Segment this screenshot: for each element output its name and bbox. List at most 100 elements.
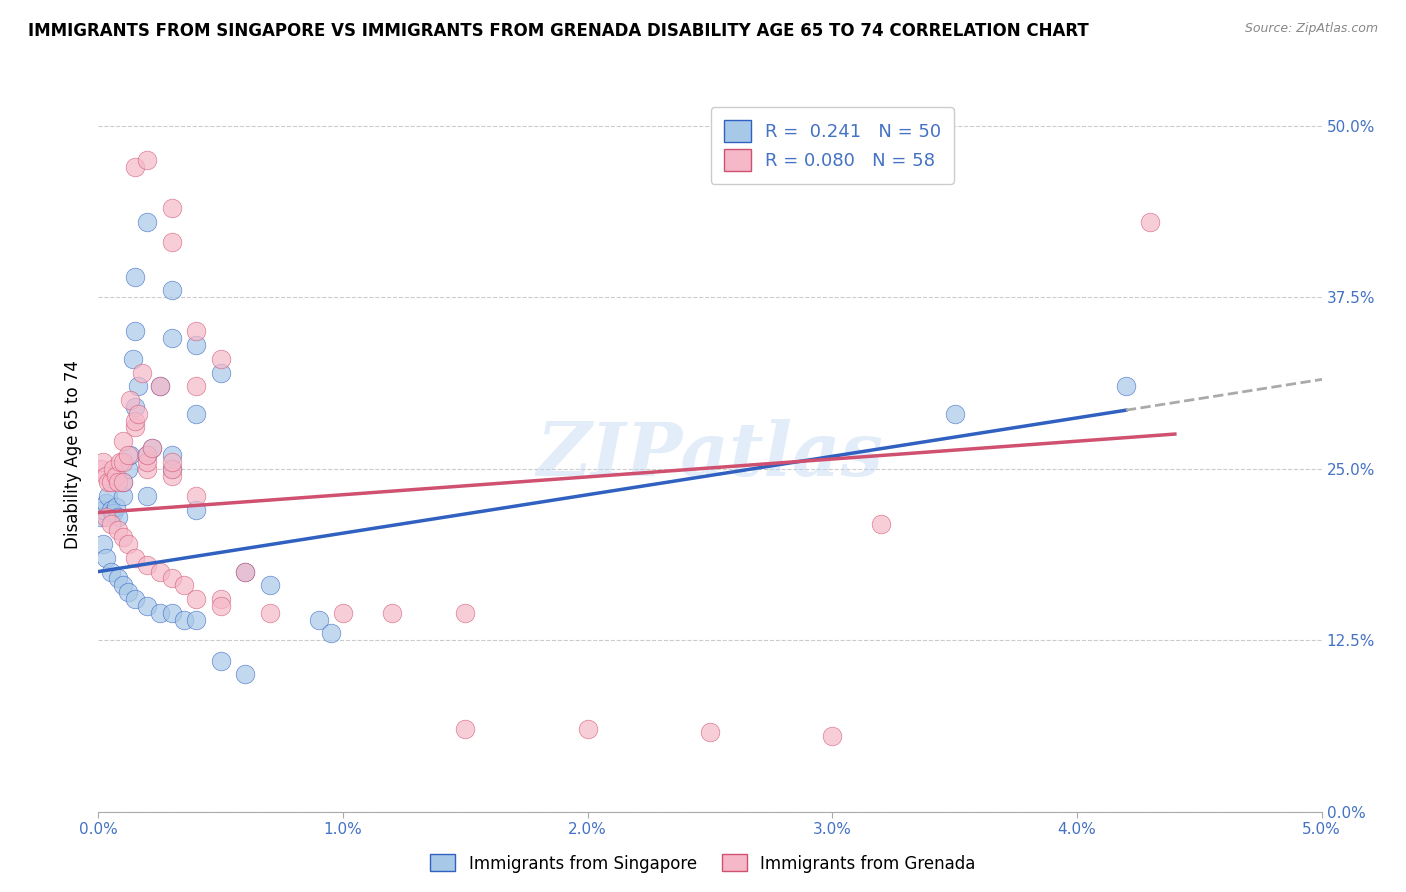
- Point: [124, 325, 146, 339]
- Point: [90, 509, 112, 524]
- Point: [870, 516, 893, 531]
- Point: [136, 214, 159, 228]
- Point: [141, 441, 163, 455]
- Point: [117, 448, 139, 462]
- Point: [136, 599, 159, 613]
- Point: [699, 725, 721, 739]
- Point: [97, 489, 120, 503]
- Point: [124, 420, 146, 434]
- Point: [100, 565, 122, 579]
- Point: [160, 331, 183, 345]
- Point: [454, 723, 477, 737]
- Point: [1115, 379, 1137, 393]
- Point: [100, 475, 122, 490]
- Point: [107, 475, 129, 490]
- Point: [943, 407, 966, 421]
- Point: [160, 283, 183, 297]
- Point: [173, 613, 195, 627]
- Point: [121, 351, 143, 366]
- Point: [209, 351, 232, 366]
- Point: [160, 461, 183, 475]
- Point: [136, 558, 159, 572]
- Point: [233, 565, 256, 579]
- Point: [209, 599, 232, 613]
- Point: [100, 503, 122, 517]
- Point: [136, 448, 159, 462]
- Point: [209, 366, 232, 380]
- Point: [308, 613, 330, 627]
- Point: [90, 461, 112, 475]
- Point: [94, 496, 117, 510]
- Legend: Immigrants from Singapore, Immigrants from Grenada: Immigrants from Singapore, Immigrants fr…: [423, 847, 983, 880]
- Point: [186, 489, 208, 503]
- Point: [111, 489, 134, 503]
- Point: [104, 500, 127, 514]
- Point: [100, 516, 122, 531]
- Point: [160, 461, 183, 475]
- Point: [107, 524, 129, 538]
- Point: [381, 606, 404, 620]
- Point: [136, 455, 159, 469]
- Point: [173, 578, 195, 592]
- Point: [110, 455, 132, 469]
- Point: [101, 461, 124, 475]
- Point: [259, 578, 281, 592]
- Point: [160, 201, 183, 215]
- Point: [117, 537, 139, 551]
- Point: [91, 503, 114, 517]
- Point: [117, 585, 139, 599]
- Point: [120, 392, 142, 407]
- Point: [186, 338, 208, 352]
- Point: [94, 468, 117, 483]
- Point: [127, 379, 149, 393]
- Point: [186, 592, 208, 607]
- Point: [111, 578, 134, 592]
- Point: [186, 407, 208, 421]
- Point: [91, 455, 114, 469]
- Point: [94, 550, 117, 565]
- Point: [94, 509, 117, 524]
- Point: [160, 468, 183, 483]
- Y-axis label: Disability Age 65 to 74: Disability Age 65 to 74: [65, 360, 83, 549]
- Text: IMMIGRANTS FROM SINGAPORE VS IMMIGRANTS FROM GRENADA DISABILITY AGE 65 TO 74 COR: IMMIGRANTS FROM SINGAPORE VS IMMIGRANTS …: [28, 22, 1088, 40]
- Point: [319, 626, 342, 640]
- Point: [259, 606, 281, 620]
- Point: [136, 448, 159, 462]
- Point: [141, 441, 163, 455]
- Point: [111, 434, 134, 449]
- Point: [1139, 214, 1161, 228]
- Point: [149, 379, 172, 393]
- Point: [117, 461, 139, 475]
- Point: [233, 667, 256, 681]
- Point: [91, 537, 114, 551]
- Point: [124, 550, 146, 565]
- Point: [107, 509, 129, 524]
- Point: [454, 606, 477, 620]
- Point: [120, 448, 142, 462]
- Point: [136, 153, 159, 167]
- Point: [97, 475, 120, 490]
- Point: [186, 379, 208, 393]
- Point: [186, 325, 208, 339]
- Point: [124, 592, 146, 607]
- Point: [101, 506, 124, 520]
- Point: [124, 160, 146, 174]
- Point: [209, 654, 232, 668]
- Point: [160, 571, 183, 585]
- Point: [821, 729, 844, 743]
- Point: [160, 606, 183, 620]
- Point: [233, 565, 256, 579]
- Point: [160, 455, 183, 469]
- Point: [186, 613, 208, 627]
- Point: [111, 475, 134, 490]
- Point: [124, 414, 146, 428]
- Point: [160, 235, 183, 250]
- Legend: R =  0.241   N = 50, R = 0.080   N = 58: R = 0.241 N = 50, R = 0.080 N = 58: [711, 107, 953, 184]
- Point: [136, 461, 159, 475]
- Point: [127, 407, 149, 421]
- Point: [124, 269, 146, 284]
- Point: [104, 468, 127, 483]
- Point: [209, 592, 232, 607]
- Text: Source: ZipAtlas.com: Source: ZipAtlas.com: [1244, 22, 1378, 36]
- Point: [149, 606, 172, 620]
